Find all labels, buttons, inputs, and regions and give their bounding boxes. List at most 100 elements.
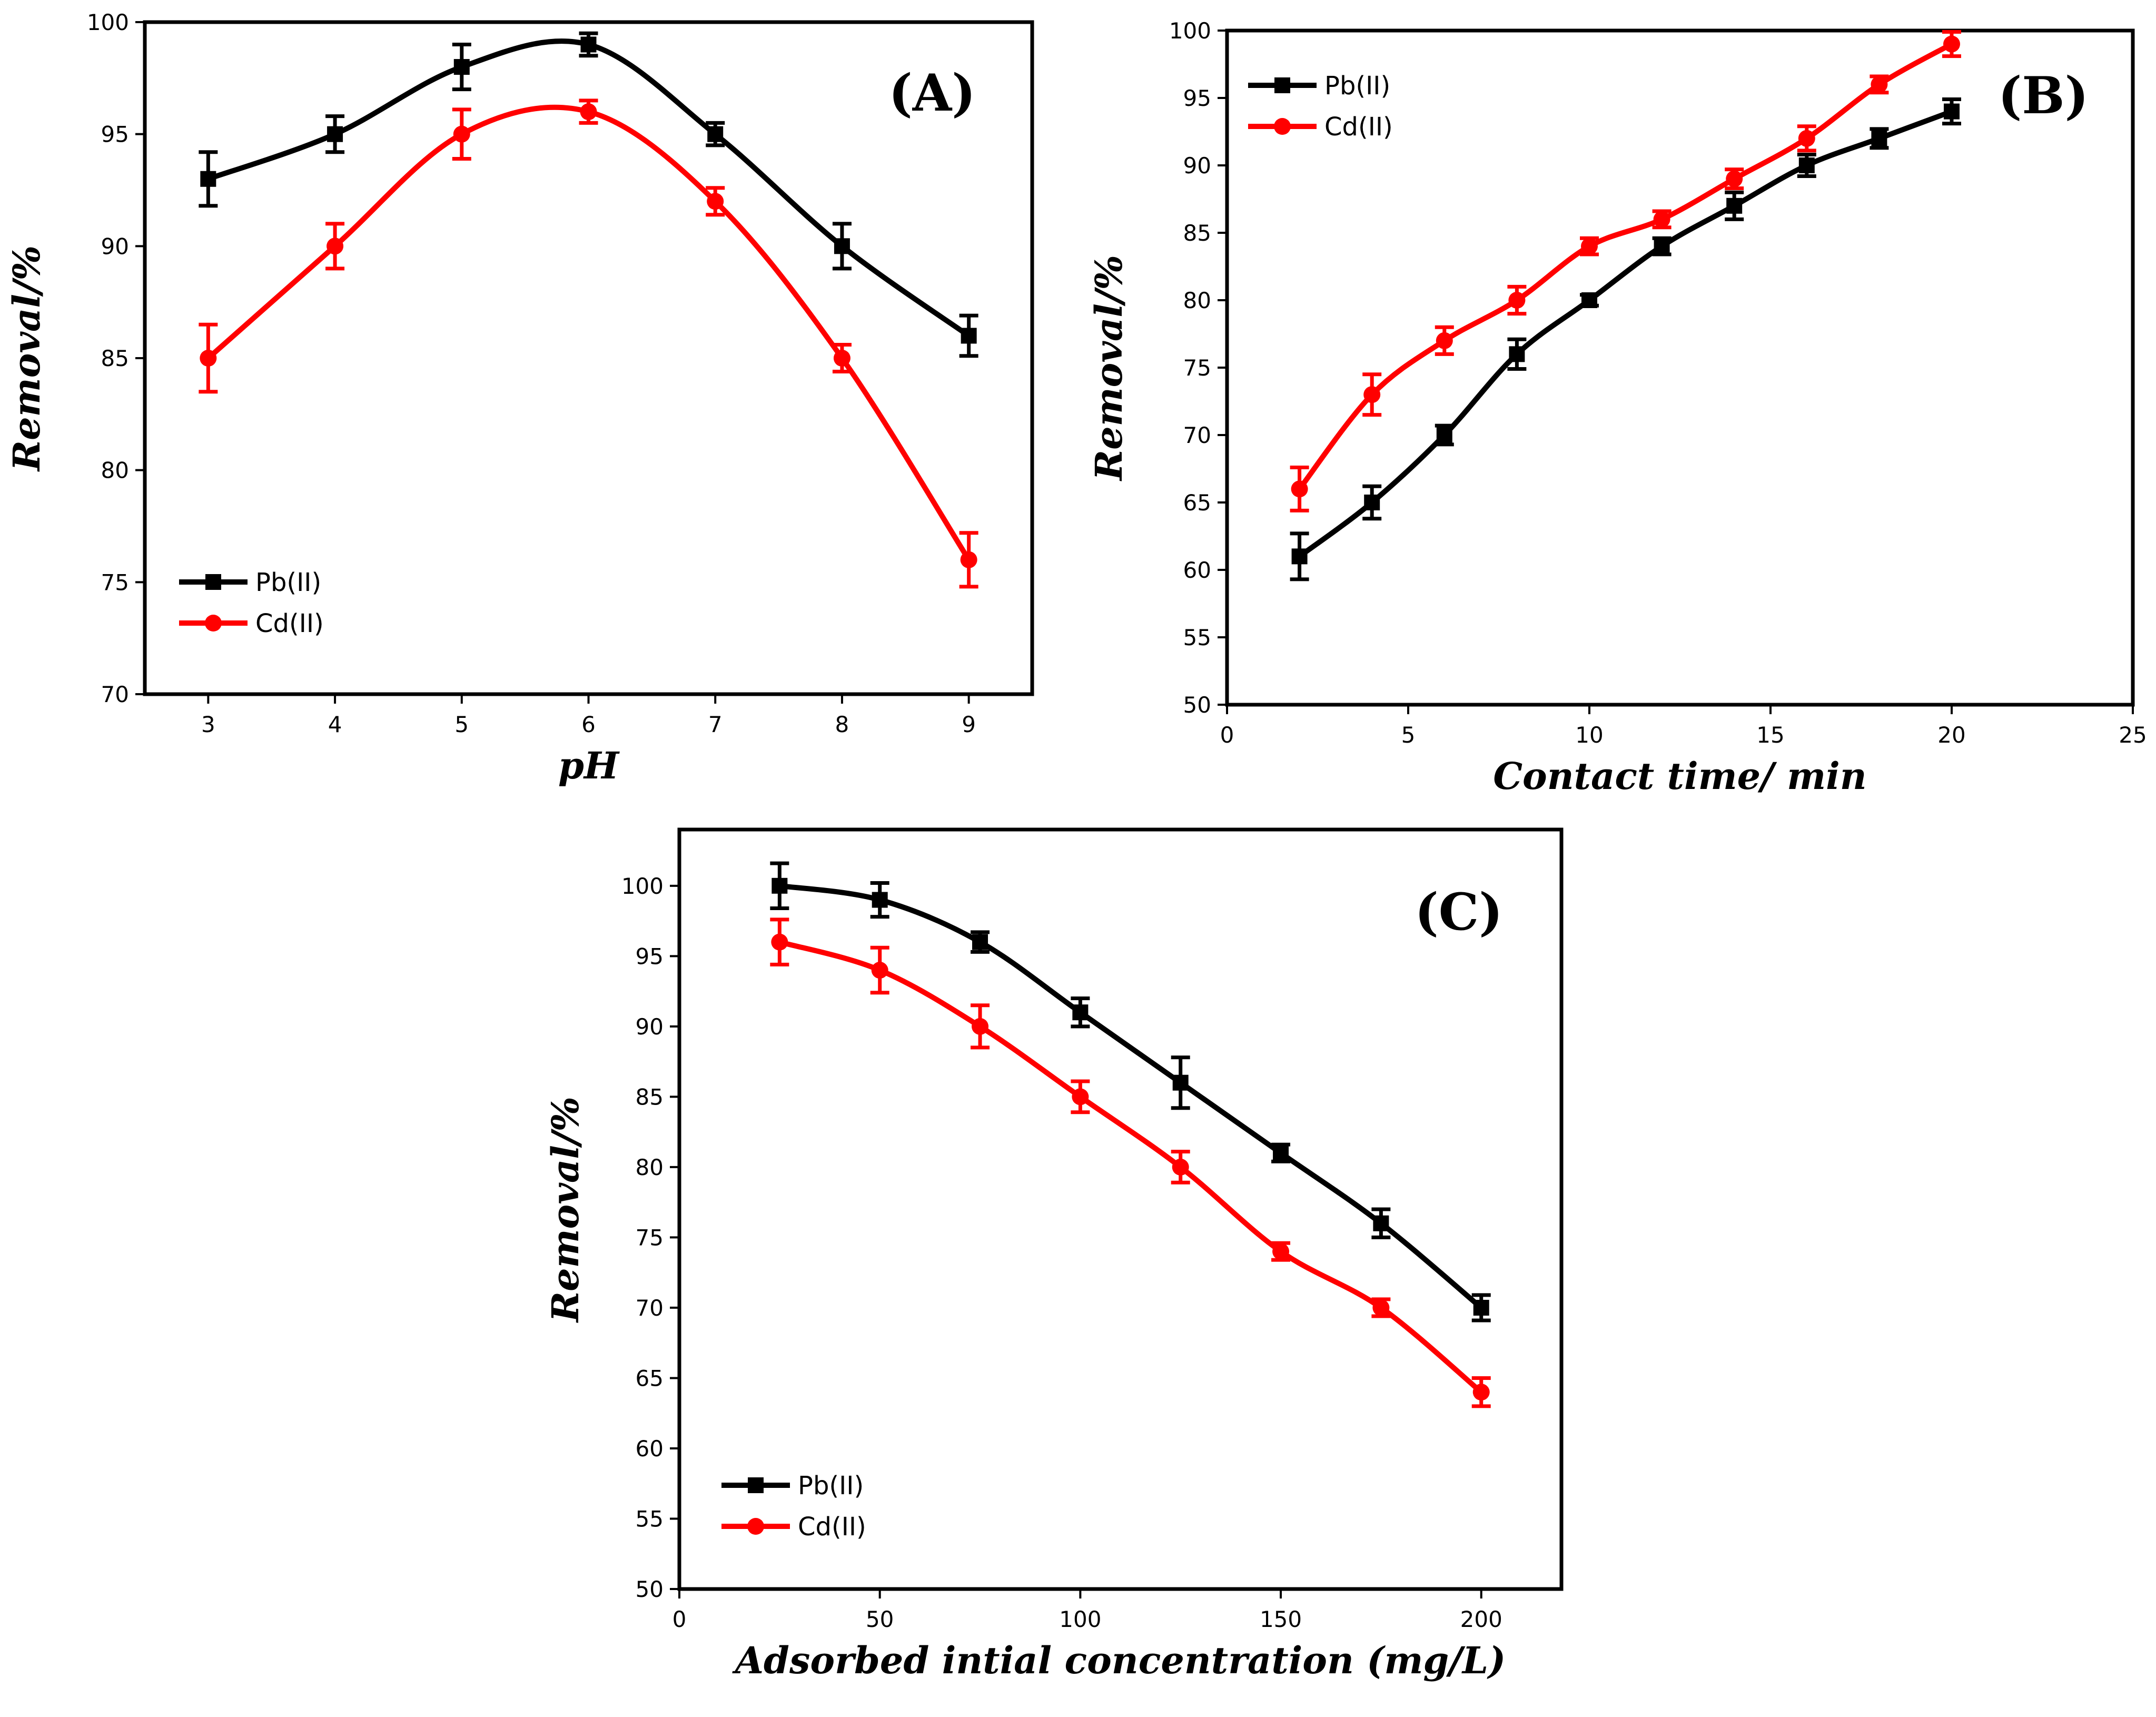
x-tick-label-a: 5: [454, 712, 469, 737]
legend-marker-cd-b: [1274, 118, 1291, 135]
data-point-cd-a: [580, 103, 597, 121]
legend-b: Pb(II) Cd(II): [1248, 71, 1393, 142]
y-tick-label-a: 95: [101, 122, 129, 147]
data-point-pb-a: [453, 59, 470, 75]
data-point-pb-a: [580, 36, 597, 53]
y-tick-label-c: 70: [636, 1295, 664, 1321]
y-axis-title-b: Removal/%: [1087, 255, 1131, 481]
y-tick-label-c: 85: [636, 1084, 664, 1110]
x-tick-label-c: 0: [672, 1606, 687, 1632]
data-point-pb-b: [1291, 548, 1308, 565]
y-tick-label-b: 70: [1183, 422, 1211, 448]
series-pb-c: [770, 861, 1491, 1323]
panel-label-c: (C): [1415, 882, 1502, 942]
y-tick-label-b: 75: [1183, 355, 1211, 381]
data-point-pb-b: [1871, 130, 1887, 146]
chart-b: 0 5 10 15 20 25 50 55 60 65 70 75 80 85 90 95 100 Contact…: [1087, 18, 2147, 798]
y-tick-label-b: 55: [1183, 625, 1211, 650]
x-tick-label-c: 100: [1059, 1606, 1101, 1632]
y-tick-label-a: 85: [101, 346, 129, 371]
x-tick-label-b: 25: [2119, 722, 2147, 748]
data-point-cd-c: [1372, 1299, 1390, 1316]
data-point-cd-b: [1436, 332, 1453, 349]
panel-label-b: (B): [1998, 66, 2089, 125]
plot-frame-c: [677, 827, 1564, 1591]
data-point-pb-b: [1726, 198, 1743, 214]
legend-label-cd-b: Cd(II): [1324, 112, 1393, 142]
data-point-pb-a: [200, 171, 216, 187]
x-tick-label-a: 3: [201, 712, 215, 737]
data-point-cd-a: [960, 551, 977, 568]
y-tick-label-c: 65: [636, 1365, 664, 1391]
data-point-cd-b: [1943, 35, 1960, 53]
series-cd-c: [770, 917, 1491, 1408]
x-tick-label-a: 4: [328, 712, 342, 737]
data-point-pb-b: [1364, 495, 1380, 510]
series-line-cd-a: [205, 104, 972, 563]
data-point-pb-c: [872, 892, 888, 908]
data-point-pb-b: [1798, 157, 1815, 173]
data-point-cd-c: [1172, 1158, 1189, 1176]
series-cd-a: [199, 98, 978, 589]
data-point-cd-a: [453, 125, 470, 143]
x-tick-label-a: 9: [962, 712, 976, 737]
y-tick-label-b: 60: [1183, 557, 1211, 583]
data-point-pb-a: [707, 126, 724, 142]
data-point-pb-a: [961, 328, 977, 344]
y-tick-label-c: 60: [636, 1436, 664, 1462]
data-point-pb-c: [1172, 1074, 1189, 1091]
data-point-cd-a: [707, 193, 724, 210]
data-point-cd-c: [1472, 1384, 1490, 1401]
data-point-pb-c: [1373, 1215, 1389, 1231]
legend-a: Pb(II) Cd(II): [179, 568, 324, 638]
legend-c: Pb(II) Cd(II): [721, 1471, 866, 1542]
data-point-pb-c: [1473, 1299, 1489, 1316]
chart-a: 3 4 5 6 7 8 9 70 75 80 85 90 95 100 pH Removal/% (A) Pb(I…: [5, 9, 1034, 787]
legend-marker-pb-c: [748, 1477, 764, 1493]
data-point-cd-b: [1726, 170, 1743, 188]
data-point-pb-b: [1944, 103, 1960, 120]
y-axis-title-c: Removal/%: [543, 1097, 587, 1323]
x-tick-label-b: 0: [1220, 722, 1234, 748]
legend-marker-cd-a: [205, 615, 222, 631]
legend-marker-pb-b: [1274, 77, 1290, 93]
data-point-cd-a: [327, 238, 344, 255]
x-tick-label-a: 6: [581, 712, 596, 737]
y-tick-label-c: 95: [636, 943, 664, 969]
data-point-cd-c: [972, 1018, 989, 1035]
y-tick-label-c: 55: [636, 1506, 664, 1532]
data-point-cd-c: [1272, 1243, 1290, 1260]
y-tick-label-a: 100: [87, 9, 129, 35]
data-point-pb-a: [327, 126, 343, 142]
data-point-cd-b: [1363, 386, 1381, 403]
x-tick-label-a: 8: [835, 712, 849, 737]
y-tick-label-a: 80: [101, 458, 129, 483]
data-point-pb-b: [1654, 238, 1670, 254]
data-point-cd-c: [1072, 1088, 1089, 1106]
legend-marker-pb-a: [205, 574, 221, 590]
y-tick-label-b: 85: [1183, 220, 1211, 246]
y-tick-label-a: 75: [101, 569, 129, 595]
series-line-cd-b: [1297, 41, 1954, 492]
legend-label-pb-a: Pb(II): [255, 568, 321, 597]
data-point-pb-c: [1072, 1004, 1089, 1021]
chart-c: 0 50 100 150 200 50 55 60 65 70 75 80 85 90 95 100 Adsor…: [543, 827, 1564, 1682]
legend-label-cd-a: Cd(II): [255, 609, 324, 638]
x-tick-label-b: 5: [1401, 722, 1416, 748]
data-point-pb-b: [1581, 292, 1597, 308]
x-tick-label-a: 7: [708, 712, 723, 737]
data-point-pb-c: [1273, 1145, 1289, 1161]
data-point-pb-c: [972, 934, 988, 950]
y-tick-label-c: 80: [636, 1154, 664, 1180]
data-point-cd-c: [771, 933, 788, 951]
x-tick-label-b: 15: [1756, 722, 1784, 748]
y-tick-label-b: 80: [1183, 288, 1211, 313]
x-tick-label-b: 20: [1937, 722, 1965, 748]
data-point-cd-b: [1871, 76, 1888, 93]
legend-label-pb-b: Pb(II): [1324, 71, 1390, 101]
series-pb-a: [199, 31, 978, 358]
y-tick-label-b: 100: [1169, 18, 1211, 44]
y-tick-label-c: 90: [636, 1014, 664, 1040]
x-tick-label-c: 150: [1260, 1606, 1302, 1632]
